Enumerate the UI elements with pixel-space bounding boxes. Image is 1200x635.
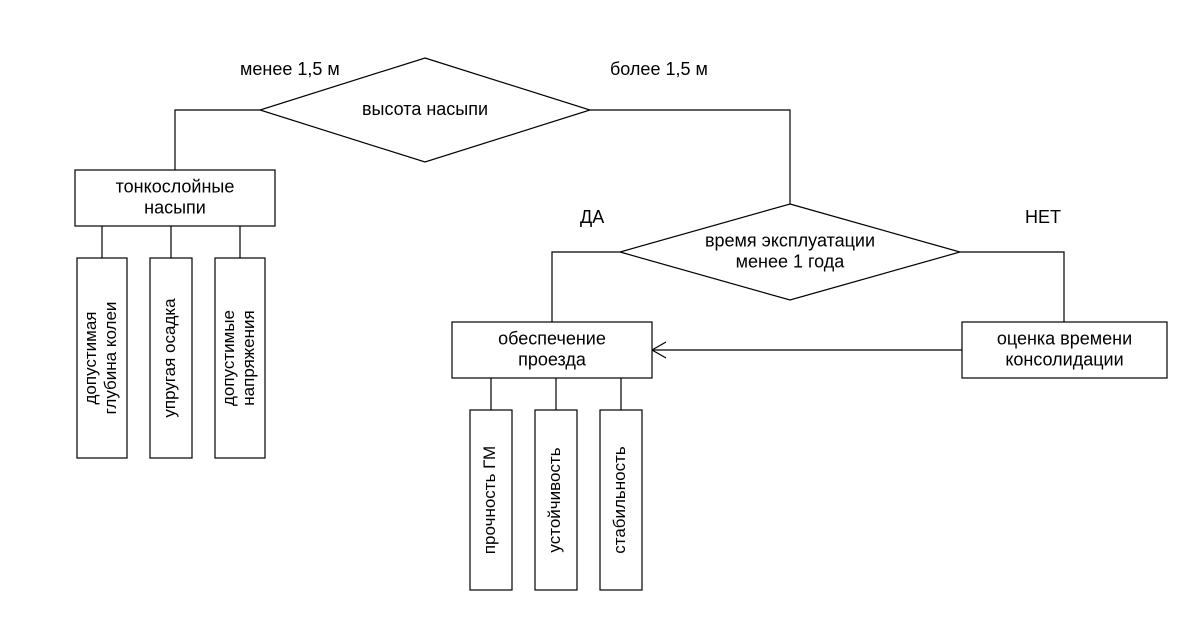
edge-d1-right — [590, 110, 790, 204]
rect-label-r_stab2: стабильность — [610, 446, 629, 554]
edge-d1-left — [175, 110, 260, 170]
rect-label-r_strength: прочность ГМ — [480, 446, 499, 554]
edge-label-yes: ДА — [580, 207, 604, 227]
edge-label-left_branch: менее 1,5 м — [240, 59, 340, 79]
edge-d2-no — [960, 252, 1064, 322]
edge-label-right_branch: более 1,5 м — [610, 59, 708, 79]
rect-label-r_settle: упругая осадка — [160, 298, 179, 418]
rect-label-r_stress: допустимыенапряжения — [220, 310, 259, 406]
edge-label-no: НЕТ — [1025, 207, 1061, 227]
rect-label-r_stab1: устойчивость — [545, 447, 564, 552]
rect-label-r_depth: допустимаяглубина колеи — [82, 302, 121, 415]
edge-d2-yes — [552, 252, 620, 322]
diamond-label-d1: высота насыпи — [362, 99, 488, 119]
rect-label-r_consol: оценка времениконсолидации — [997, 328, 1132, 369]
